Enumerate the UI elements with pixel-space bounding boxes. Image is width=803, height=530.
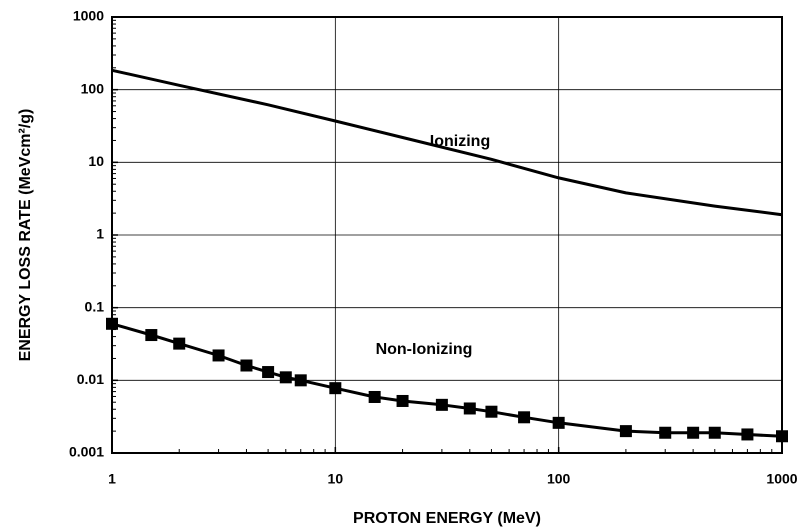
- x-tick-label: 10: [328, 471, 344, 487]
- marker: [240, 359, 253, 372]
- marker: [279, 371, 292, 384]
- series-line: [111, 322, 783, 438]
- marker: [435, 398, 448, 411]
- marker: [173, 337, 186, 350]
- series-label: Non-Ionizing: [376, 341, 473, 358]
- marker: [329, 382, 342, 395]
- marker: [106, 317, 118, 330]
- marker: [552, 416, 565, 429]
- marker: [687, 426, 700, 439]
- marker: [294, 374, 307, 387]
- y-tick-label: 0.1: [85, 298, 105, 314]
- marker: [518, 411, 531, 424]
- marker: [619, 425, 632, 438]
- y-tick-label: 1: [96, 226, 104, 242]
- marker: [463, 402, 476, 415]
- y-axis-label: ENERGY LOSS RATE (MeVcm²/g): [17, 109, 34, 362]
- marker: [659, 426, 672, 439]
- marker: [741, 428, 754, 441]
- series-line: [111, 68, 783, 217]
- marker: [262, 366, 275, 379]
- x-axis-label: PROTON ENERGY (MeV): [353, 510, 541, 527]
- x-tick-label: 100: [547, 471, 571, 487]
- marker: [145, 329, 158, 342]
- marker: [708, 426, 721, 439]
- y-tick-label: 10: [88, 153, 104, 169]
- y-tick-label: 100: [81, 80, 105, 96]
- marker: [776, 430, 788, 443]
- y-tick-label: 0.01: [77, 371, 104, 387]
- x-tick-label: 1: [108, 471, 116, 487]
- x-tick-label: 1000: [766, 471, 797, 487]
- marker: [212, 349, 225, 362]
- marker: [368, 390, 381, 403]
- marker: [396, 394, 409, 407]
- y-tick-label: 0.001: [69, 444, 104, 460]
- plot-frame: [111, 16, 783, 454]
- y-tick-label: 1000: [73, 8, 104, 24]
- marker: [485, 405, 498, 418]
- series-label: Ionizing: [430, 133, 490, 150]
